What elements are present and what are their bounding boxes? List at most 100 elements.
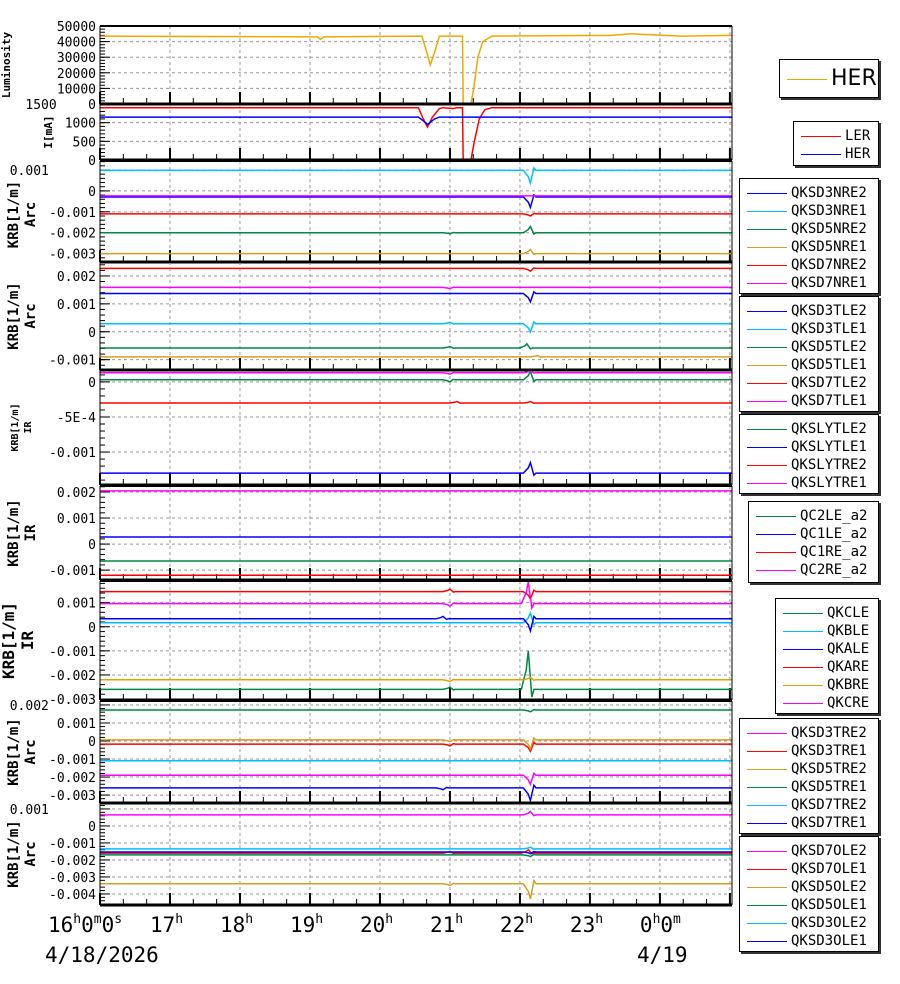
legend-swatch (787, 79, 827, 80)
series-line-QKSLYTLE2 (100, 369, 732, 383)
y-tick-label: -0.001 (49, 753, 96, 768)
series-line-QKSD5TRE2 (100, 736, 732, 751)
y-tick-label: -0.003 (49, 871, 96, 886)
series-line-QKSD3OLE1 (100, 850, 732, 855)
x-tick-part: m (94, 912, 102, 927)
legend-label: HER (845, 146, 871, 162)
legend-swatch (756, 516, 796, 517)
x-tick-part: h (245, 912, 253, 927)
legend-box: HER (779, 59, 879, 98)
legend-swatch (756, 552, 796, 553)
legend-swatch (747, 311, 787, 312)
y-tick-label: -0.001 (49, 837, 96, 852)
x-tick-label: 18h (220, 912, 253, 937)
legend-label: QKSD5TRE1 (791, 779, 867, 795)
legend-label: HER (831, 66, 877, 91)
legend-swatch (747, 247, 787, 248)
legend-label: QC1RE_a2 (800, 544, 868, 560)
legend-label: QKSD5TRE2 (791, 761, 867, 777)
legend-swatch (747, 447, 787, 448)
series-line-QKSD5TLE2 (100, 342, 732, 350)
series-line-QKSD7NRE2 (100, 212, 732, 217)
y-axis-label: Luminosity (0, 32, 13, 99)
legend-swatch (747, 383, 787, 384)
legend-label: QKSLYTLE2 (791, 421, 867, 437)
series-line-QKBRE (100, 676, 732, 683)
y-tick-label: -0.003 (49, 248, 96, 263)
x-tick-label: 21h (430, 912, 463, 937)
legend-swatch (756, 570, 796, 571)
legend-swatch (747, 851, 787, 852)
y-axis-label: KRB[1/m] (6, 820, 22, 887)
legend-swatch (747, 483, 787, 484)
series-line-QKSD5TLE1 (100, 354, 732, 358)
x-tick-part: 21 (430, 913, 455, 937)
y-tick-label: 0.001 (10, 803, 49, 818)
legend-swatch (801, 154, 841, 155)
y-tick-label: -0.003 (49, 693, 96, 708)
y-tick-label: 0 (88, 735, 96, 750)
series-line-QKBLE (100, 610, 732, 626)
y-tick-label: -0.002 (49, 854, 96, 869)
legend-label: QKSD7TLE2 (791, 375, 867, 391)
legend-swatch (801, 136, 841, 137)
legend-swatch (747, 283, 787, 284)
legend-label: QKSD3TRE1 (791, 743, 867, 759)
y-tick-label: -0.004 (49, 888, 96, 903)
legend-swatch (747, 923, 787, 924)
y-tick-label: -0.003 (49, 789, 96, 804)
y-tick-label: 500 (73, 135, 96, 150)
y-axis-label: KRB[1/m] (6, 718, 22, 785)
legend-label: QKSD7OLE1 (791, 861, 867, 877)
panel-4: -0.001 -5E-4 0 KRB[1/m] IR (10, 369, 733, 487)
date-label-end: 4/19 (637, 943, 688, 967)
legend-label: QKSLYTRE1 (791, 475, 867, 491)
legend-swatch (747, 769, 787, 770)
x-tick-label: 23h (570, 912, 603, 937)
y-tick-label: 0.002 (57, 486, 96, 501)
series-line-QKALE (100, 614, 732, 634)
legend-label: QKSLYTRE2 (791, 457, 867, 473)
legend-swatch (747, 787, 787, 788)
y-tick-label: 0.002 (10, 699, 49, 714)
x-tick-part: m (673, 912, 681, 927)
series-line-QKCLE (100, 650, 732, 698)
legend-swatch (747, 265, 787, 266)
legend-label: QKSD5NRE2 (791, 221, 867, 237)
legend-swatch (747, 229, 787, 230)
y-tick-label: 0 (88, 154, 96, 169)
legend-label: QKSD3TLE2 (791, 303, 867, 319)
panel-3: -0.001 0 0.001 0.002 KRB[1/m] Arc (6, 261, 733, 372)
legend-swatch (783, 631, 823, 632)
x-tick-part: 0 (102, 913, 115, 937)
y-axis-label: KRB[1/m] (10, 403, 21, 451)
y-tick-label: -0.002 (49, 227, 96, 242)
legend-swatch (747, 365, 787, 366)
legend-box: QKSD7OLE2 QKSD7OLE1 QKSD5OLE2 QKSD5OLE1 QKSD… (739, 836, 879, 952)
y-tick-label: -0.001 (49, 645, 96, 660)
panel-6: -0.003 -0.002 -0.001 0 0.001 KRB[1/m] IR (0, 580, 733, 708)
legend-label: QC1LE_a2 (800, 526, 868, 542)
x-tick-part: 22 (500, 913, 525, 937)
legend-swatch (783, 613, 823, 614)
legend-box: QKSD3TRE2 QKSD3TRE1 QKSD5TRE2 QKSD5TRE1 QKSD… (739, 718, 879, 834)
y-axis-label: I[mA] (42, 115, 55, 148)
series-line-QKSD3TRE2 (100, 772, 732, 787)
legend-label: QKSD7TLE1 (791, 393, 867, 409)
x-tick-part: 0 (640, 913, 653, 937)
series-line-QKSD3TLE1 (100, 320, 732, 334)
y-axis-label: Arc (23, 303, 39, 328)
y-axis-label: IR (23, 421, 34, 434)
x-tick-part: h (595, 912, 603, 927)
legend-label: QKBRE (827, 677, 870, 693)
legend-label: QKSD3TRE2 (791, 725, 867, 741)
legend-box: QKSLYTLE2 QKSLYTLE1 QKSLYTRE2 QKSLYTRE1 (739, 414, 879, 494)
y-tick-label: -0.002 (49, 669, 96, 684)
y-axis-label: IR (23, 524, 39, 541)
legend-label: QKSD3OLE2 (791, 915, 867, 931)
x-tick-label: 17h (150, 912, 183, 937)
legend-label: QKSD7TRE2 (791, 797, 867, 813)
series-line-QKARE (100, 588, 732, 601)
series-line-QKSLYTRE1 (100, 369, 732, 376)
